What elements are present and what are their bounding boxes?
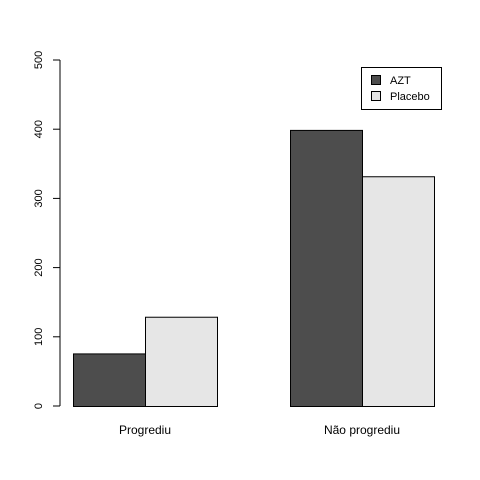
category-labels: Progrediu Não progrediu — [119, 423, 400, 437]
legend-swatch-placebo — [372, 92, 381, 101]
legend: AZT Placebo — [362, 68, 442, 110]
legend-label-azt: AZT — [390, 75, 411, 87]
y-tick-label: 400 — [33, 120, 45, 138]
bar-azt-0 — [74, 354, 146, 407]
y-tick-label: 500 — [33, 51, 45, 69]
y-tick-label: 0 — [33, 403, 45, 409]
y-tick-label: 200 — [33, 258, 45, 276]
y-tick-label: 100 — [33, 328, 45, 346]
legend-label-placebo: Placebo — [390, 91, 430, 103]
legend-box — [362, 68, 442, 110]
bar-placebo-0 — [146, 317, 218, 406]
category-label: Progrediu — [119, 423, 171, 437]
legend-swatch-azt — [372, 76, 381, 85]
bar-group — [74, 130, 435, 406]
category-label: Não progrediu — [324, 423, 400, 437]
y-axis: 0 100 200 300 400 500 — [33, 51, 60, 409]
bar-placebo-1 — [363, 177, 435, 407]
y-tick-label: 300 — [33, 189, 45, 207]
bar-azt-1 — [291, 130, 363, 406]
